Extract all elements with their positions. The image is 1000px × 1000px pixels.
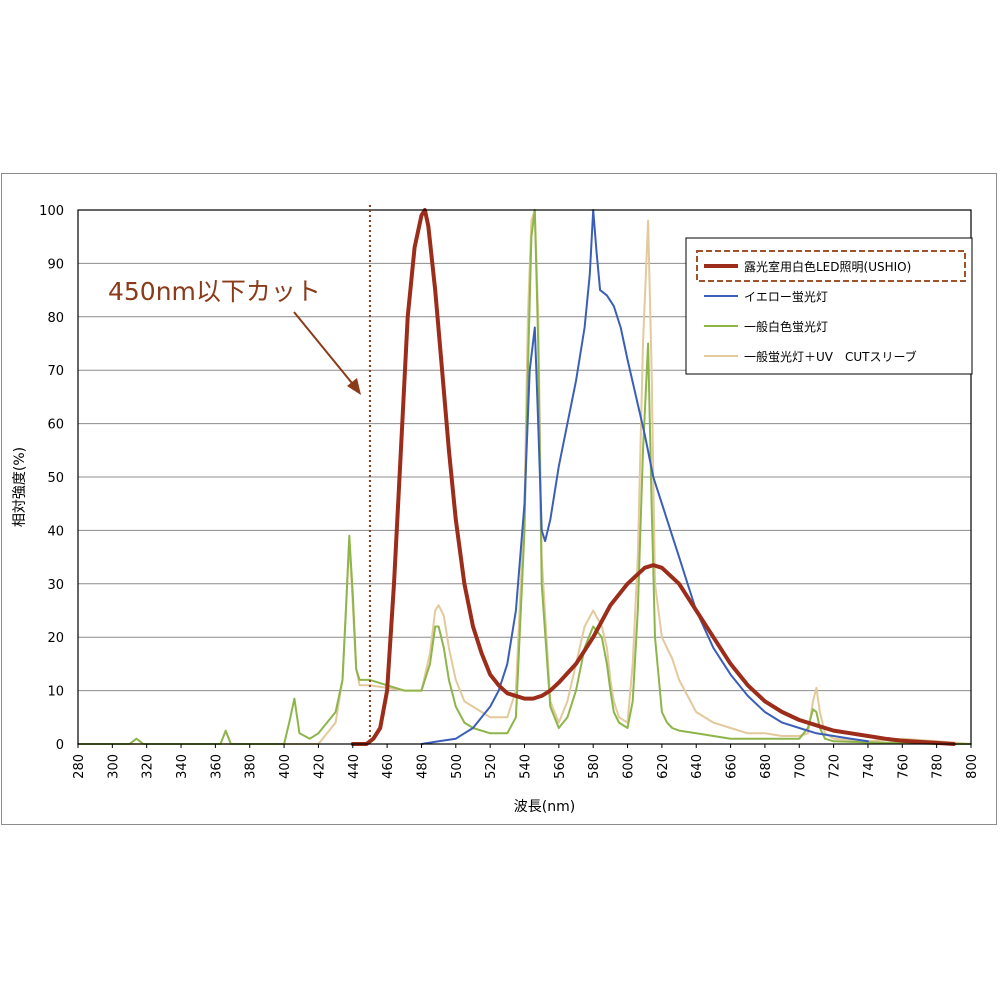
x-tick-label: 760 — [896, 754, 911, 779]
x-tick-label: 360 — [209, 754, 224, 779]
x-tick-label: 640 — [690, 754, 705, 779]
series-line-3 — [77, 209, 972, 745]
x-tick-label: 320 — [141, 754, 156, 779]
annotation-text: 450nm以下カット — [108, 277, 321, 306]
legend-entry-1: 露光室用白色LED照明(USHIO) — [744, 259, 911, 274]
x-tick-label: 600 — [622, 754, 637, 779]
legend-entry-2: イエロー蛍光灯 — [744, 290, 828, 304]
x-tick-label: 540 — [519, 754, 534, 779]
x-tick-label: 500 — [450, 754, 465, 779]
x-tick-label: 480 — [415, 754, 430, 779]
legend: 露光室用白色LED照明(USHIO) イエロー蛍光灯一般白色蛍光灯一般蛍光灯＋UV… — [685, 237, 973, 375]
chart-frame: 0 10 20 30 40 50 60 70 80 90 100 280 300 320 340 360 380… — [1, 173, 997, 825]
y-tick-label: 0 — [56, 738, 64, 753]
y-tick-label: 40 — [47, 524, 64, 539]
y-tick-label: 10 — [47, 685, 64, 700]
x-tick-label: 460 — [381, 754, 396, 779]
x-tick-label: 280 — [72, 754, 87, 779]
y-tick-label: 30 — [47, 578, 64, 593]
series-line-2 — [420, 209, 869, 745]
x-tick-label: 560 — [553, 754, 568, 779]
y-tick-label: 80 — [47, 311, 64, 326]
x-axis-title: 波長(nm) — [514, 799, 575, 815]
x-tick-label: 660 — [725, 754, 740, 779]
x-tick-label: 400 — [278, 754, 293, 779]
x-tick-label: 380 — [244, 754, 259, 779]
x-tick-label: 300 — [106, 754, 121, 779]
x-tick-label: 420 — [312, 754, 327, 779]
x-tick-label: 740 — [862, 754, 877, 779]
spectrum-chart: 0 10 20 30 40 50 60 70 80 90 100 280 300 320 340 360 380… — [12, 204, 980, 815]
x-tick-label: 520 — [484, 754, 499, 779]
x-tick-label: 700 — [793, 754, 808, 779]
series-line-1 — [350, 208, 956, 746]
series-lines — [77, 208, 972, 746]
x-tick-label: 680 — [759, 754, 774, 779]
legend-highlight-box — [696, 250, 966, 282]
y-tick-label: 60 — [47, 418, 64, 433]
y-tick-label: 70 — [47, 364, 64, 379]
plot-border — [77, 209, 972, 745]
y-tick-label: 100 — [39, 204, 64, 219]
annotation-arrow-head — [347, 378, 361, 395]
x-tick-label: 800 — [965, 754, 980, 779]
y-axis-title: 相対強度(%) — [12, 447, 28, 527]
legend-entry-4: 一般蛍光灯＋UV CUTスリーブ — [744, 349, 917, 364]
legend-entry-3: 一般白色蛍光灯 — [744, 319, 828, 334]
annotation-arrow-shaft — [293, 311, 357, 389]
legend-box — [685, 237, 973, 375]
x-tick-label: 580 — [587, 754, 602, 779]
x-tick-label: 720 — [828, 754, 843, 779]
y-tick-label: 50 — [47, 471, 64, 486]
x-tick-label: 440 — [347, 754, 362, 779]
axes: 0 10 20 30 40 50 60 70 80 90 100 280 300 320 340 360 380… — [12, 204, 980, 815]
y-tick-label: 90 — [47, 257, 64, 272]
y-tick-label: 20 — [47, 631, 64, 646]
x-tick-label: 620 — [656, 754, 671, 779]
x-tick-label: 780 — [931, 754, 946, 779]
cutoff-annotation: 450nm以下カット — [108, 205, 371, 744]
x-tick-label: 340 — [175, 754, 190, 779]
